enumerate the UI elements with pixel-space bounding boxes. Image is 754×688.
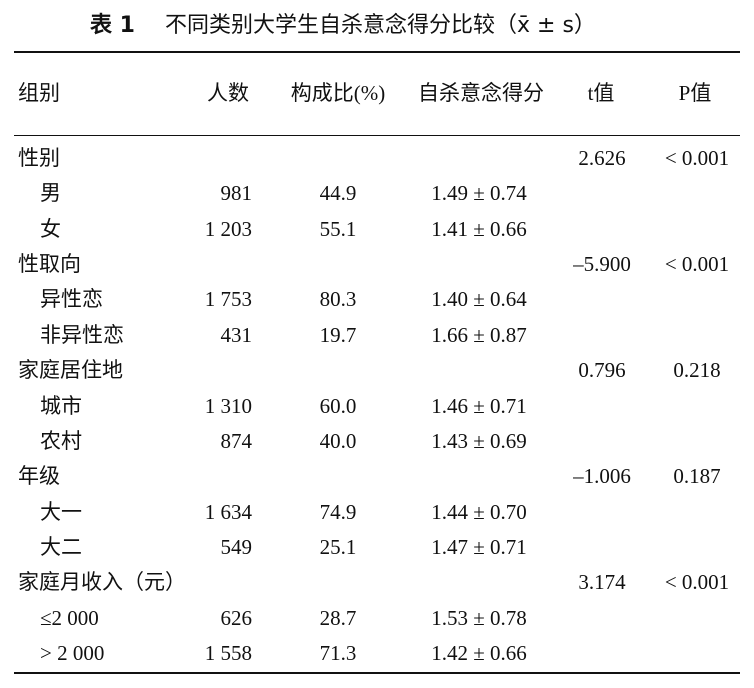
score: 1.53 ± 0.78 — [431, 605, 527, 630]
percent: 28.7 — [319, 605, 357, 630]
t-value: 2.626 — [578, 146, 626, 170]
count: 981 — [220, 181, 253, 206]
p-value: < 0.001 — [664, 570, 730, 595]
score: 1.43 ± 0.69 — [431, 428, 527, 453]
column-header: 人数 — [207, 81, 249, 105]
header-rule — [14, 135, 740, 136]
bottom-rule — [14, 672, 740, 674]
table-title: 不同类别大学生自杀意念得分比较（x̄ ± s） — [165, 13, 596, 38]
top-rule — [14, 51, 740, 53]
group-label: 家庭月收入（元） — [18, 570, 186, 595]
percent: 25.1 — [319, 534, 357, 559]
percent: 80.3 — [319, 287, 357, 312]
row-label: 大二 — [40, 534, 82, 559]
row-label: 非异性恋 — [40, 322, 124, 347]
score: 1.41 ± 0.66 — [431, 216, 527, 241]
row-label: 女 — [40, 216, 61, 241]
p-value: 0.187 — [673, 464, 721, 489]
count: 626 — [220, 605, 253, 630]
count: 1 310 — [204, 393, 252, 418]
percent: 71.3 — [319, 641, 357, 666]
percent: 44.9 — [319, 181, 357, 206]
t-value: –1.006 — [573, 464, 631, 489]
count: 1 558 — [204, 641, 252, 666]
column-header: 组别 — [18, 81, 60, 105]
score: 1.44 ± 0.70 — [431, 499, 527, 524]
t-value: 0.796 — [578, 358, 626, 383]
count: 1 203 — [204, 216, 252, 241]
row-label: 异性恋 — [40, 287, 103, 312]
score: 1.47 ± 0.71 — [431, 534, 527, 559]
count: 549 — [220, 534, 253, 559]
column-header: P值 — [678, 81, 712, 105]
table-label: 表 1 — [90, 13, 135, 38]
percent: 19.7 — [319, 322, 357, 347]
column-header: t值 — [587, 81, 615, 105]
count: 431 — [220, 322, 253, 347]
percent: 55.1 — [319, 216, 357, 241]
p-value: < 0.001 — [664, 146, 730, 170]
column-header: 自杀意念得分 — [418, 81, 544, 105]
row-label: 城市 — [40, 393, 82, 418]
group-label: 性取向 — [18, 252, 81, 277]
row-label: ≤2 000 — [40, 605, 99, 630]
score: 1.66 ± 0.87 — [431, 322, 527, 347]
group-label: 家庭居住地 — [18, 358, 123, 383]
percent: 74.9 — [319, 499, 357, 524]
row-label: > 2 000 — [40, 641, 105, 666]
score: 1.40 ± 0.64 — [431, 287, 527, 312]
p-value: 0.218 — [673, 358, 721, 383]
score: 1.42 ± 0.66 — [431, 641, 527, 666]
score: 1.46 ± 0.71 — [431, 393, 527, 418]
percent: 40.0 — [319, 428, 357, 453]
score: 1.49 ± 0.74 — [431, 181, 527, 206]
row-label: 男 — [40, 181, 61, 206]
row-label: 农村 — [40, 428, 82, 453]
row-label: 大一 — [40, 499, 82, 524]
t-value: –5.900 — [573, 252, 631, 277]
count: 1 753 — [204, 287, 252, 312]
count: 1 634 — [204, 499, 252, 524]
t-value: 3.174 — [578, 570, 626, 595]
group-label: 年级 — [18, 464, 60, 489]
p-value: < 0.001 — [664, 252, 730, 277]
count: 874 — [220, 428, 253, 453]
percent: 60.0 — [319, 393, 357, 418]
group-label: 性别 — [18, 146, 60, 170]
column-header: 构成比(%) — [290, 81, 386, 105]
